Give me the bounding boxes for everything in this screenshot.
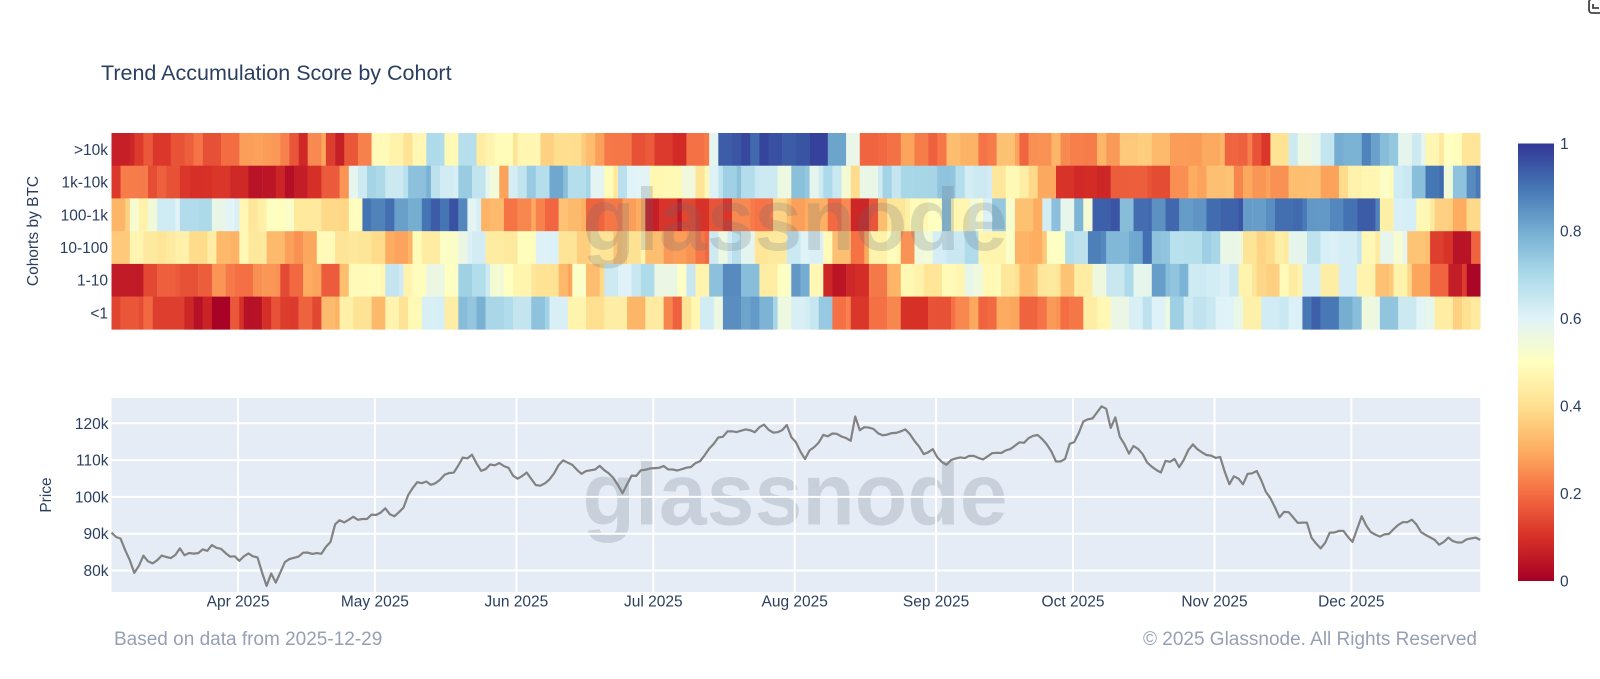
- svg-text:0.2: 0.2: [1560, 486, 1582, 503]
- svg-text:100k: 100k: [75, 489, 109, 506]
- svg-text:>10k: >10k: [74, 142, 108, 159]
- svg-text:0.4: 0.4: [1560, 399, 1582, 416]
- svg-text:Based on data from 2025-12-29: Based on data from 2025-12-29: [114, 629, 382, 650]
- svg-text:0.8: 0.8: [1560, 224, 1582, 241]
- svg-text:Sep 2025: Sep 2025: [903, 594, 969, 611]
- svg-text:Jul 2025: Jul 2025: [624, 594, 683, 611]
- svg-text:90k: 90k: [84, 526, 109, 543]
- svg-text:© 2025 Glassnode. All Rights R: © 2025 Glassnode. All Rights Reserved: [1143, 629, 1477, 650]
- svg-text:<1: <1: [90, 305, 108, 322]
- svg-text:1: 1: [1560, 136, 1569, 153]
- svg-text:80k: 80k: [84, 563, 109, 580]
- svg-text:10-100: 10-100: [60, 240, 109, 257]
- svg-text:Jun 2025: Jun 2025: [485, 594, 549, 611]
- svg-text:Oct 2025: Oct 2025: [1042, 594, 1105, 611]
- svg-text:Price: Price: [38, 477, 55, 512]
- svg-text:Cohorts by BTC: Cohorts by BTC: [25, 176, 42, 286]
- svg-text:May 2025: May 2025: [341, 594, 409, 611]
- svg-text:1k-10k: 1k-10k: [61, 175, 108, 192]
- svg-text:Trend Accumulation Score by Co: Trend Accumulation Score by Cohort: [101, 61, 452, 85]
- svg-text:glassnode: glassnode: [583, 170, 1008, 269]
- svg-text:1-10: 1-10: [77, 273, 108, 290]
- svg-text:0.6: 0.6: [1560, 311, 1582, 328]
- svg-text:110k: 110k: [76, 453, 109, 470]
- svg-text:Dec 2025: Dec 2025: [1318, 594, 1384, 611]
- svg-text:0: 0: [1560, 574, 1569, 591]
- svg-text:100-1k: 100-1k: [61, 207, 109, 224]
- svg-text:Apr 2025: Apr 2025: [207, 594, 270, 611]
- svg-text:Aug 2025: Aug 2025: [762, 594, 828, 611]
- svg-text:120k: 120k: [75, 416, 109, 433]
- svg-text:Nov 2025: Nov 2025: [1181, 594, 1247, 611]
